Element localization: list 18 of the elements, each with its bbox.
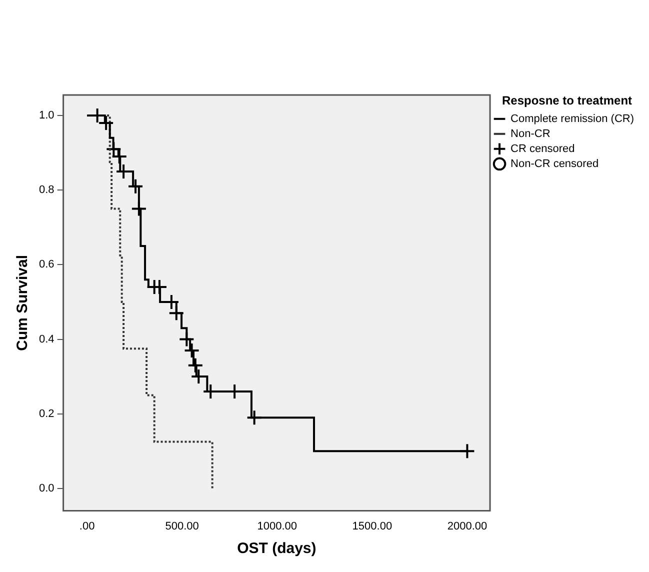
legend-label: Complete remission (CR)	[510, 112, 634, 125]
y-tick-label: 0.4	[38, 333, 54, 346]
x-tick-label: 2000.00	[447, 520, 488, 532]
y-axis-title: Cum Survival	[14, 254, 32, 351]
x-tick-label: .00	[79, 520, 95, 532]
x-tick-label: 1000.00	[257, 520, 298, 532]
x-tick-label: 1500.00	[352, 520, 392, 532]
x-axis-title: OST (days)	[237, 540, 316, 558]
y-tick-label: 0.6	[38, 258, 54, 271]
y-tick-label: 0.0	[38, 482, 54, 494]
legend-label: CR censored	[510, 142, 575, 155]
legend-label: Non-CR censored	[510, 158, 599, 170]
y-tick-label: 1.0	[38, 110, 54, 122]
y-tick-label: 0.8	[38, 184, 54, 196]
legend-label: Non-CR	[510, 128, 550, 140]
legend-title: Resposne to treatment	[502, 93, 632, 108]
y-tick-label: 0.2	[38, 408, 54, 420]
x-tick-label: 500.00	[165, 520, 199, 532]
